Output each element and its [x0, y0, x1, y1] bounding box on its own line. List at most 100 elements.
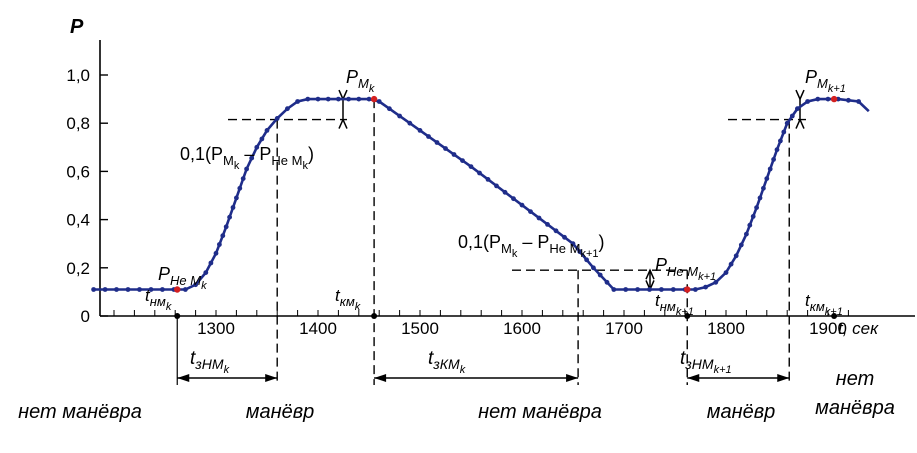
y-tick-label: 0 [81, 307, 90, 326]
y-tick-label: 0,6 [66, 162, 90, 181]
duration-arrow-head [265, 374, 278, 382]
data-point [754, 205, 759, 211]
data-point [259, 136, 265, 142]
data-point [502, 189, 508, 195]
data-point [795, 106, 800, 112]
key-point [684, 286, 691, 293]
x-tick-label: 1900 [809, 319, 847, 338]
label-tz-nm-k: tзНМk [190, 348, 230, 376]
annotation-labels: PНе Мk PМk PМk+1 PНе Мk+1 0,1(PМk – PНе Мk) 0… [18, 67, 895, 423]
data-point [305, 96, 311, 102]
data-point [584, 257, 589, 263]
data-point [519, 202, 525, 208]
data-point [536, 215, 542, 221]
data-point [597, 272, 603, 278]
label-p-ne-m-k: PНе Мk [158, 264, 207, 292]
label-p-ne-m-k1: PНе Мk+1 [655, 255, 716, 283]
data-point [570, 241, 576, 247]
y-tick-label: 0,2 [66, 259, 90, 278]
data-point [148, 287, 154, 292]
data-point [767, 166, 773, 172]
label-frac1: 0,1(PМk – PНе Мk) [180, 144, 314, 172]
data-point [761, 185, 766, 191]
data-point [234, 195, 239, 201]
key-point [830, 95, 838, 103]
data-point [460, 158, 465, 164]
data-point [485, 177, 491, 182]
data-point [237, 185, 243, 191]
curve [91, 95, 870, 319]
axes [99, 40, 915, 317]
label-t-km-k1: tкмk+1 [805, 291, 843, 318]
data-point [774, 147, 780, 153]
data-point [295, 99, 300, 104]
phase-label: нет [836, 368, 875, 390]
x-tick-label: 1600 [503, 319, 541, 338]
label-p-m-k1: PМk+1 [805, 67, 846, 95]
data-point [230, 205, 236, 210]
data-point [577, 249, 583, 255]
x-tick-label: 1400 [299, 319, 337, 338]
x-tick-label: 1500 [401, 319, 439, 338]
data-point [407, 120, 413, 126]
data-point [468, 164, 474, 170]
data-point [315, 96, 321, 102]
data-point [815, 96, 821, 102]
duration-arrow-head [687, 374, 700, 382]
data-point [528, 209, 533, 215]
y-tick-label: 0,8 [66, 114, 90, 133]
delta-arrow-head [645, 268, 655, 280]
key-point [370, 95, 378, 103]
data-point [713, 279, 719, 285]
phase-label: нет манёвра [478, 401, 602, 423]
data-point [511, 196, 516, 202]
data-point [325, 96, 331, 102]
data-point [249, 155, 255, 161]
data-point [274, 116, 280, 121]
data-point [659, 287, 664, 292]
data-point [208, 260, 214, 266]
data-point [227, 214, 233, 220]
label-frac2: 0,1(PМk – PНе Мk+1) [458, 232, 605, 260]
data-point [846, 97, 851, 103]
duration-arrow-head [566, 374, 579, 382]
y-tick-label: 1,0 [66, 66, 90, 85]
data-point [750, 214, 756, 219]
data-point [356, 96, 362, 102]
data-point [203, 270, 209, 275]
data-point [703, 284, 708, 290]
data-point [764, 176, 770, 182]
data-point [264, 127, 270, 133]
data-point [635, 287, 640, 292]
data-point [733, 253, 739, 259]
y-tick-label: 0,4 [66, 211, 90, 230]
phase-label: манёвр [707, 401, 776, 423]
x-tick-label: 1300 [197, 319, 235, 338]
axis-marker [174, 313, 181, 319]
data-point [254, 144, 260, 150]
data-point [771, 157, 776, 162]
data-point [220, 233, 226, 239]
data-point [805, 99, 810, 104]
data-point [397, 113, 402, 119]
label-t-nm-k: tнмk [145, 286, 172, 313]
label-t-nm-k1: tнмk+1 [655, 291, 694, 318]
data-point [217, 242, 222, 247]
x-tick-label: 1800 [707, 319, 745, 338]
data-point [784, 120, 790, 126]
data-point [494, 183, 499, 189]
data-point [856, 99, 861, 104]
axis-marker [371, 313, 378, 319]
delta-arrow-head [795, 117, 805, 129]
data-point [223, 224, 229, 230]
x-axis-label: t, сек [838, 319, 879, 338]
delta-arrow-head [338, 117, 348, 129]
data-point [183, 287, 188, 292]
data-point [102, 287, 108, 292]
data-point [825, 96, 831, 102]
data-point [757, 195, 763, 201]
data-point [125, 287, 131, 292]
data-point [562, 234, 567, 240]
label-t-km-k: tкмk [335, 286, 361, 313]
